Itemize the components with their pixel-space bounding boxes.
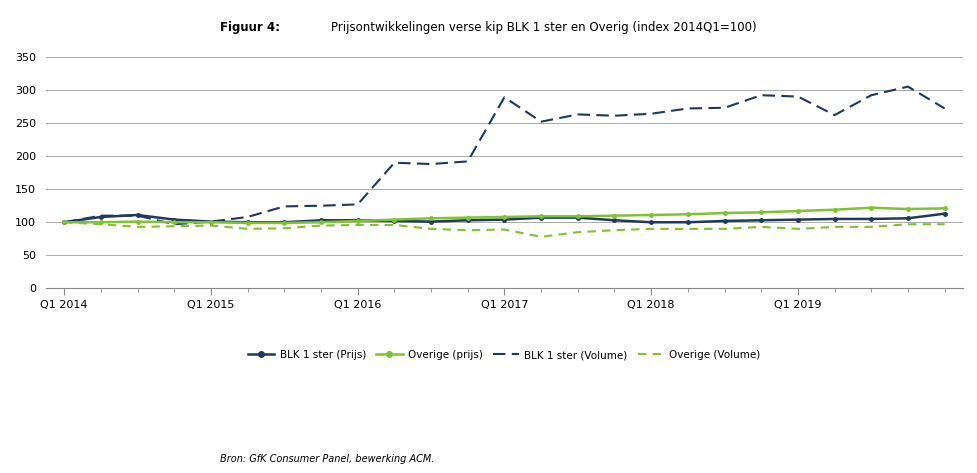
Text: Bron: GfK Consumer Panel, bewerking ACM.: Bron: GfK Consumer Panel, bewerking ACM. bbox=[220, 454, 434, 464]
Text: Prijsontwikkelingen verse kip BLK 1 ster en Overig (index 2014Q1=100): Prijsontwikkelingen verse kip BLK 1 ster… bbox=[330, 21, 755, 34]
Text: Figuur 4:: Figuur 4: bbox=[220, 21, 279, 34]
Legend: BLK 1 ster (Prijs), Overige (prijs), BLK 1 ster (Volume), Overige (Volume): BLK 1 ster (Prijs), Overige (prijs), BLK… bbox=[244, 346, 764, 364]
